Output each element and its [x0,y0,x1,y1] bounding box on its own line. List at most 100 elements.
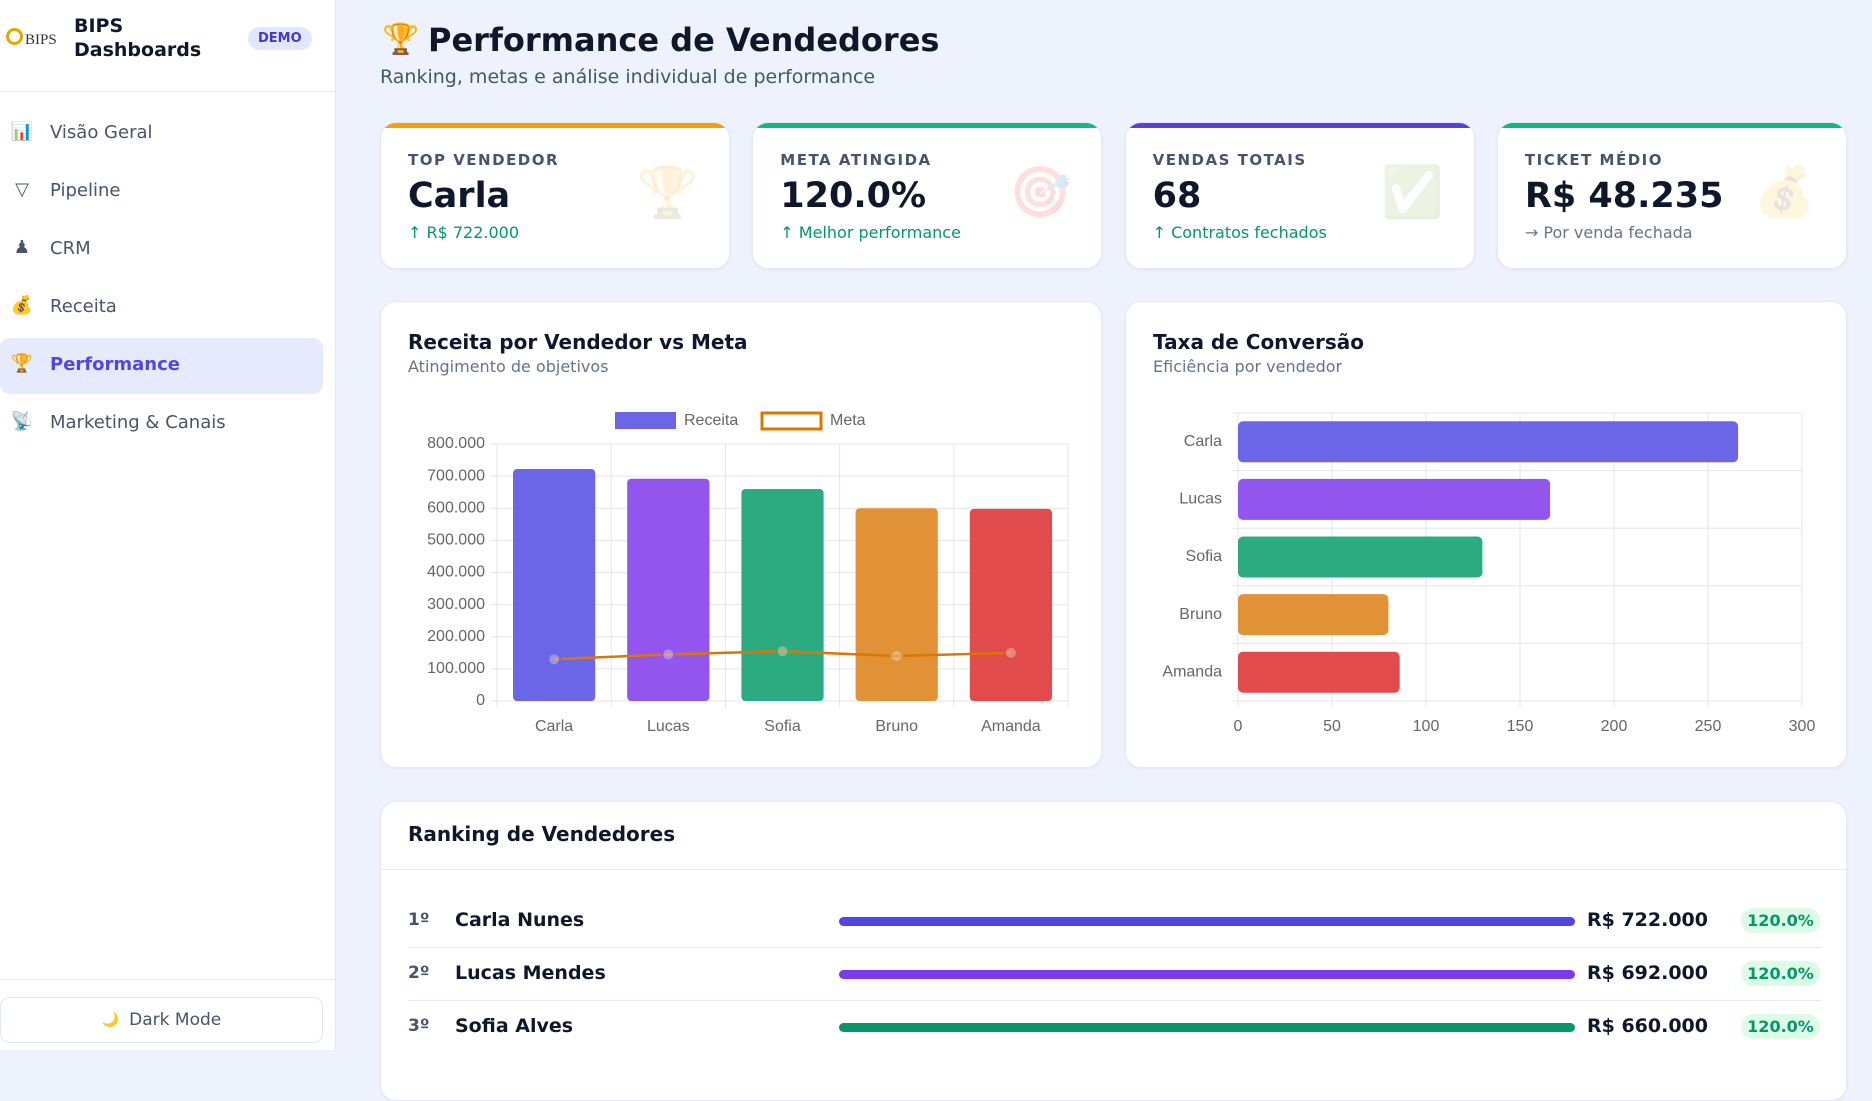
nav-item[interactable]: 🏆 Performance [0,338,323,394]
kpi-accent [381,123,729,128]
kpi-card: TICKET MÉDIO R$ 48.235 → Por venda fechada… [1496,122,1847,269]
nav-label: Marketing & Canais [50,412,226,433]
kpi-label: TICKET MÉDIO [1524,151,1663,169]
legend-swatch [760,411,823,431]
ranking-title: Ranking de Vendedores [408,822,676,846]
nav-label: Pipeline [50,180,121,201]
bar [1238,594,1389,636]
y-tick-label: 700.000 [427,467,485,484]
chart-subtitle: Eficiência por vendedor [1153,357,1343,376]
kpi-note: → Por venda fechada [1524,223,1693,242]
legend-label: Meta [830,412,866,429]
y-tick-label: 100.000 [427,660,485,677]
dark-mode-icon: 🌙 [101,1012,120,1028]
y-tick-label: 0 [476,692,485,709]
x-tick-label: 250 [1695,718,1722,735]
meta-line [554,649,1011,661]
x-tick-label: 100 [1413,718,1440,735]
bar [855,508,938,701]
kpi-value: 68 [1152,176,1202,216]
nav-icon: 📊 [10,121,34,142]
x-tick-label: Amanda [981,718,1041,735]
bar [1238,478,1551,520]
y-tick-label: Carla [1184,433,1222,450]
kpi-accent [753,123,1102,128]
divider [381,869,1846,870]
page: BIPS BIPS Dashboards DEMO 📊 Visão Geral ▽ P… [0,0,1872,1050]
nav-icon: 💰 [10,295,34,316]
kpi-accent [1497,123,1846,128]
kpi-label: META ATINGIDA [780,151,932,169]
nav-item[interactable]: 📊 Visão Geral [0,106,323,162]
nav-icon: 🏆 [10,353,34,374]
bar [1238,536,1483,578]
rank: 3º [408,1016,430,1036]
kpi-card: META ATINGIDA 120.0% ↑ Melhor performance 🎯 [752,122,1103,269]
divider [408,947,1821,948]
page-title: Performance de Vendedores [428,21,940,59]
legend-label: Receita [684,412,738,429]
nav-item[interactable]: ▽ Pipeline [0,164,323,220]
bar [741,488,824,701]
divider [408,1000,1821,1001]
kpi-icon: ✅ [1381,163,1444,221]
nav-label: Visão Geral [50,122,153,143]
chart-title: Taxa de Conversão [1153,330,1365,354]
revenue: R$ 660.000 [1586,1015,1708,1037]
rank: 2º [408,963,430,983]
rank: 1º [408,910,430,930]
dark-mode-label: Dark Mode [129,1010,222,1030]
kpi-value: R$ 48.235 [1524,176,1724,216]
legend-swatch [615,412,676,429]
chart-card: Receita por Vendedor vs Meta Atingimento … [380,301,1102,768]
chart: 0 50 100 150 200 250 300 Carla Lucas Sofia Bruno Am… [1162,412,1816,735]
x-tick-label: 300 [1789,718,1816,735]
nav-icon: 📡 [10,411,34,432]
kpi-icon: 💰 [1753,163,1816,221]
x-tick-label: Carla [535,718,573,735]
x-tick-label: 50 [1323,718,1341,735]
y-tick-label: Sofia [1186,548,1223,565]
nav-icon: ♟ [13,237,31,258]
nav-label: Performance [50,354,180,375]
divider [0,979,335,980]
nav-label: Receita [50,296,117,317]
x-tick-label: 150 [1507,718,1534,735]
progress-bar [839,970,1575,979]
revenue: R$ 692.000 [1586,962,1708,984]
x-tick-label: 0 [1234,718,1243,735]
x-tick-label: Lucas [647,718,690,735]
x-tick-label: Bruno [875,718,918,735]
y-tick-label: 500.000 [427,532,485,549]
bar [512,469,596,701]
chart-subtitle: Atingimento de objetivos [408,357,609,376]
kpi-value: 120.0% [780,176,927,216]
nav-item[interactable]: 💰 Receita [0,280,323,336]
kpi-note: ↑ Melhor performance [780,223,961,242]
chart: 0 100.000 200.000 300.000 400.000 500.000 600.… [427,411,1069,735]
x-tick-label: 200 [1601,718,1628,735]
dark-mode-button[interactable]: 🌙 Dark Mode [0,997,323,1043]
kpi-note: ↑ R$ 722.000 [408,223,520,242]
ranking-card: Ranking de Vendedores 1º Carla Nunes R$ 72… [380,801,1847,1101]
nav-icon: ▽ [15,179,29,200]
nav-label: CRM [50,238,91,259]
meta-point [547,652,562,667]
demo-badge: DEMO [248,27,312,50]
kpi-card: TOP VENDEDOR Carla ↑ R$ 722.000 🏆 [380,122,730,269]
progress-bar [839,1023,1575,1032]
page-subtitle: Ranking, metas e análise individual de p… [380,66,876,88]
pct-badge: 120.0% [1741,961,1820,986]
nav-item[interactable]: ♟ CRM [0,222,323,278]
y-tick-label: 600.000 [427,499,485,516]
meta-point [661,647,676,662]
brand: BIPS Dashboards [74,15,202,61]
revenue: R$ 722.000 [1586,909,1708,931]
nav-item[interactable]: 📡 Marketing & Canais [0,396,323,452]
bar [627,478,710,701]
meta-point [775,644,790,659]
y-tick-label: Lucas [1179,491,1222,508]
kpi-accent [1125,123,1474,128]
kpi-card: VENDAS TOTAIS 68 ↑ Contratos fechados ✅ [1124,122,1475,269]
y-tick-label: Amanda [1162,663,1222,680]
